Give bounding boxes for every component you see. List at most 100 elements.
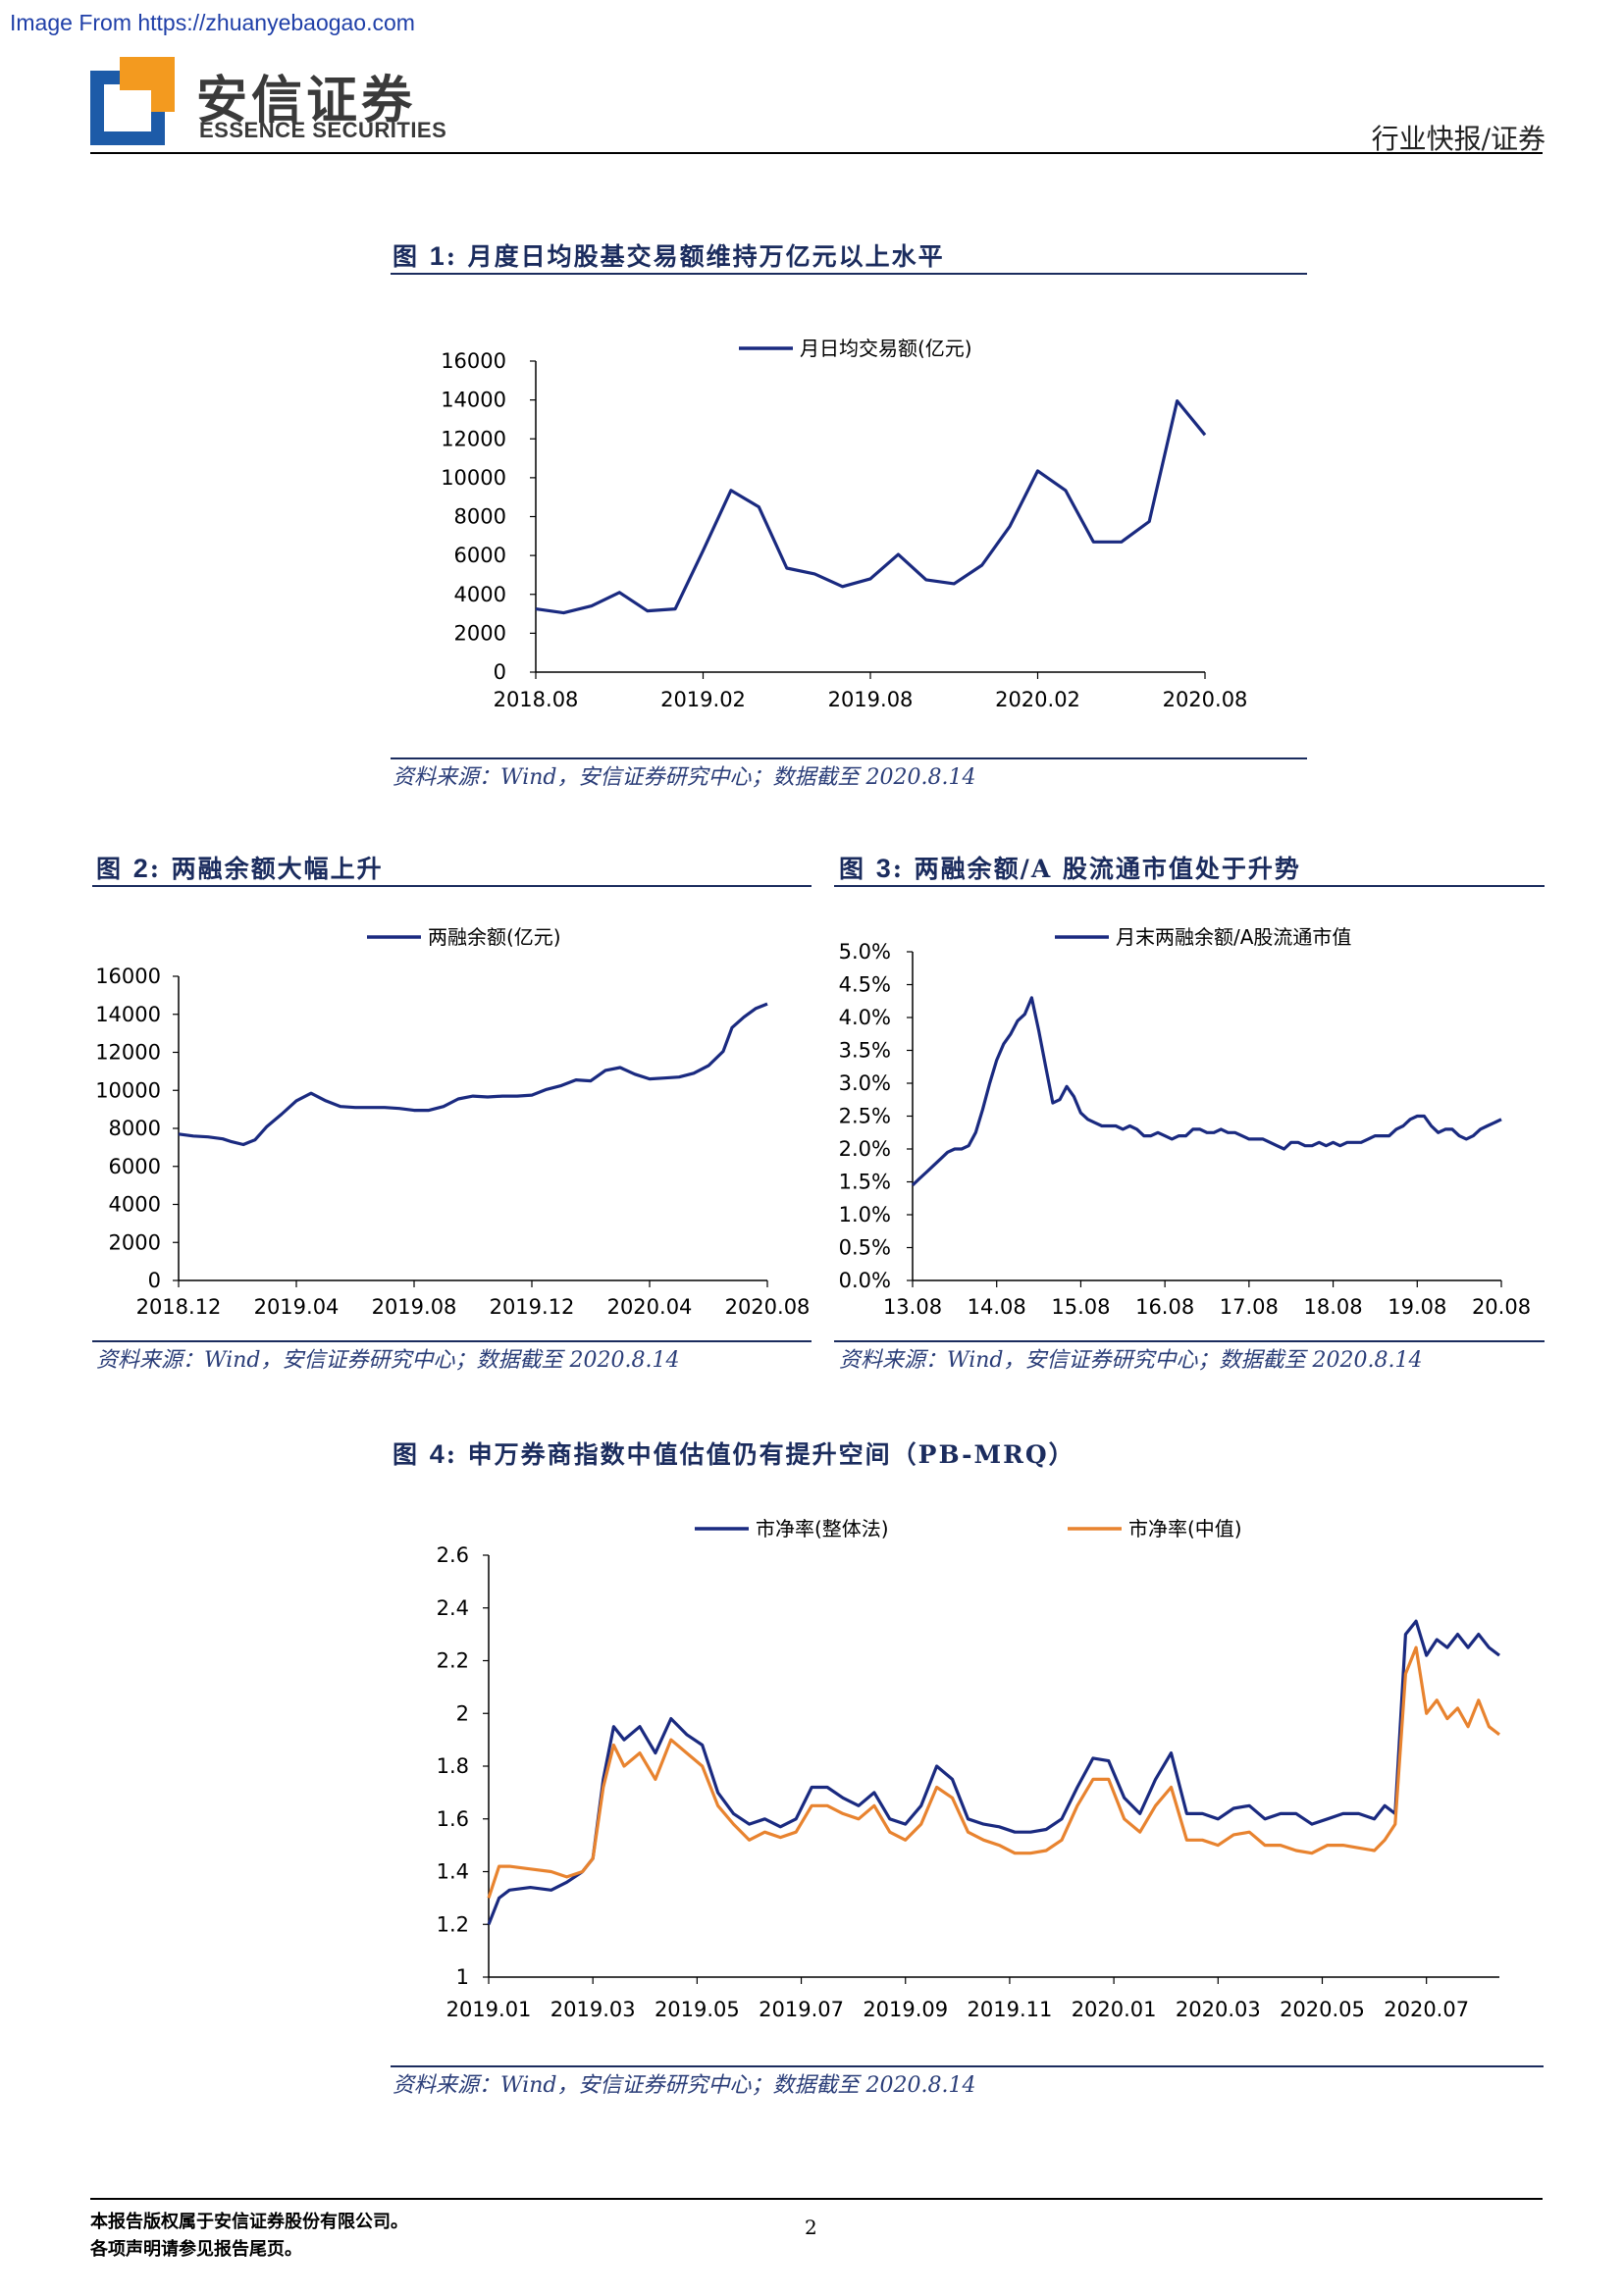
fig3-top-rule [834,885,1545,887]
fig2-legend-label-1: 两融余额(亿元) [428,925,561,949]
report-category: 行业快报/证券 [1371,123,1545,155]
fig1-x-tick-label: 2019.02 [660,688,746,711]
fig1-title-text: : 月度日均股基交易额维持万亿元以上水平 [445,242,945,271]
fig3-chart: 0.0% 0.5% 1.0% 1.5% 2.0% 2.5% 3.0% 3.5% 4.0% 4.5%… [839,925,1531,1319]
fig4-x-tick-label: 2020.01 [1072,1998,1157,2021]
fig3-x-tick-label: 19.08 [1388,1295,1446,1319]
fig1-y-tick-label: 14000 [441,389,506,412]
fig2-x-tick-label: 2020.04 [607,1295,693,1319]
fig4-x-tick-label: 2019.05 [655,1998,740,2021]
fig2-label: 图 [96,855,133,883]
fig4-title: 图 4: 申万券商指数中值估值仍有提升空间（PB-MRQ） [393,1435,1075,1471]
fig3-y-tick-label: 2.0% [839,1137,891,1161]
fig1-number: 1 [429,241,446,271]
fig1-y-tick-label: 0 [494,660,506,684]
fig1-top-rule [391,273,1307,275]
fig1-label: 图 [393,242,430,271]
fig4-y-tick-label: 1.2 [437,1912,469,1936]
fig1-bottom-rule [391,757,1307,759]
fig3-y-tick-label: 1.0% [839,1203,891,1226]
fig4-x-tick-label: 2019.11 [968,1998,1053,2021]
logo-text-en: ESSENCE SECURITIES [199,118,447,142]
fig4-chart: 1 1.2 1.4 1.6 1.8 2 2.2 2.4 2.6 2019.01 2019.03 201… [437,1517,1500,2021]
fig4-y-tick-label: 1.4 [437,1860,469,1884]
fig4-label: 图 [393,1440,430,1469]
logo-text-cn: 安信证券 [196,72,417,130]
fig4-y-tick-label: 1.6 [437,1807,469,1831]
fig2-x-tick-label: 2019.12 [490,1295,575,1319]
fig1-x-tick-label: 2018.08 [494,688,579,711]
fig2-x-tick-label: 2019.08 [372,1295,457,1319]
fig2-x-tick-label: 2018.12 [136,1295,222,1319]
fig2-x-tick-label: 2019.04 [254,1295,340,1319]
fig2-x-tick-label: 2020.08 [725,1295,811,1319]
fig2-source: 资料来源：Wind，安信证券研究中心；数据截至 2020.8.14 [96,1348,680,1373]
header-divider [90,152,1543,154]
fig4-x-tick-label: 2020.07 [1384,1998,1469,2021]
fig4-y-tick-label: 1 [456,1965,469,1989]
fig3-legend-label-1: 月末两融余额/A股流通市值 [1116,925,1351,949]
fig3-x-tick-label: 13.08 [883,1295,942,1319]
footer-disclaimer: 各项声明请参见报告尾页。 [90,2239,302,2260]
fig1-x-tick-label: 2019.08 [828,688,914,711]
source-watermark: Image From https://zhuanyebaogao.com [10,10,415,35]
fig1-y-tick-label: 6000 [454,544,506,567]
fig3-number: 3 [875,854,893,883]
fig2-series-line-1 [178,1002,768,1147]
fig1-title: 图 1: 月度日均股基交易额维持万亿元以上水平 [393,237,945,273]
fig4-x-tick-label: 2020.03 [1176,1998,1261,2021]
fig3-x-tick-label: 18.08 [1304,1295,1363,1319]
fig1-x-tick-label: 2020.02 [995,688,1080,711]
fig3-y-tick-label: 4.0% [839,1006,891,1029]
fig2-y-tick-label: 12000 [95,1041,161,1065]
fig3-y-tick-label: 1.5% [839,1171,891,1194]
fig3-y-tick-label: 3.0% [839,1071,891,1095]
fig4-series-line-1 [487,1619,1500,1925]
fig1-legend-label-1: 月日均交易额(亿元) [800,337,972,360]
fig3-y-tick-label: 4.5% [839,973,891,997]
fig4-x-tick-label: 2019.03 [550,1998,636,2021]
fig2-top-rule [92,885,812,887]
fig2-title: 图 2: 两融余额大幅上升 [96,850,384,885]
fig2-y-tick-label: 2000 [109,1230,161,1254]
fig4-x-tick-label: 2020.05 [1280,1998,1365,2021]
fig3-y-tick-label: 3.5% [839,1039,891,1063]
fig2-y-tick-label: 14000 [95,1003,161,1026]
fig3-y-tick-label: 0.0% [839,1269,891,1292]
footer-copyright: 本报告版权属于安信证券股份有限公司。 [90,2212,408,2232]
essence-logo-icon [90,57,175,145]
fig1-y-tick-label: 8000 [454,505,506,529]
fig1-y-tick-label: 12000 [441,427,506,450]
fig1-x-tick-label: 2020.08 [1163,688,1248,711]
fig1-y-tick-label: 16000 [441,349,506,373]
fig1-source: 资料来源：Wind，安信证券研究中心；数据截至 2020.8.14 [393,765,976,790]
fig1-y-tick-label: 10000 [441,466,506,490]
fig4-y-tick-label: 1.8 [437,1754,469,1778]
fig3-x-tick-label: 20.08 [1472,1295,1531,1319]
fig4-x-tick-label: 2019.01 [446,1998,532,2021]
fig2-chart: 0 2000 4000 6000 8000 10000 12000 14000 16000 201… [95,925,811,1319]
fig4-x-tick-label: 2019.07 [759,1998,844,2021]
fig1-series-line-1 [535,398,1207,615]
fig3-x-tick-label: 14.08 [968,1295,1026,1319]
fig4-x-tick-label: 2019.09 [863,1998,948,2021]
fig2-y-tick-label: 8000 [109,1117,161,1140]
fig3-x-tick-label: 17.08 [1220,1295,1279,1319]
fig4-legend-label-2: 市净率(中值) [1128,1517,1242,1540]
fig2-number: 2 [132,854,150,883]
fig4-series-line-2 [487,1645,1500,1899]
fig4-y-tick-label: 2.6 [437,1543,469,1567]
fig4-source: 资料来源：Wind，安信证券研究中心；数据截至 2020.8.14 [393,2073,976,2098]
fig1-y-tick-label: 4000 [454,583,506,606]
fig4-bottom-rule [391,2065,1544,2067]
fig3-x-tick-label: 15.08 [1051,1295,1110,1319]
fig2-y-tick-label: 16000 [95,965,161,988]
fig3-series-line-1 [911,996,1502,1187]
fig2-title-text: : 两融余额大幅上升 [149,855,384,883]
fig3-label: 图 [839,855,876,883]
fig1-y-tick-label: 2000 [454,621,506,645]
fig3-source: 资料来源：Wind，安信证券研究中心；数据截至 2020.8.14 [839,1348,1423,1373]
fig2-y-tick-label: 6000 [109,1155,161,1178]
fig2-y-tick-label: 4000 [109,1193,161,1217]
fig4-y-tick-label: 2.2 [437,1649,469,1673]
